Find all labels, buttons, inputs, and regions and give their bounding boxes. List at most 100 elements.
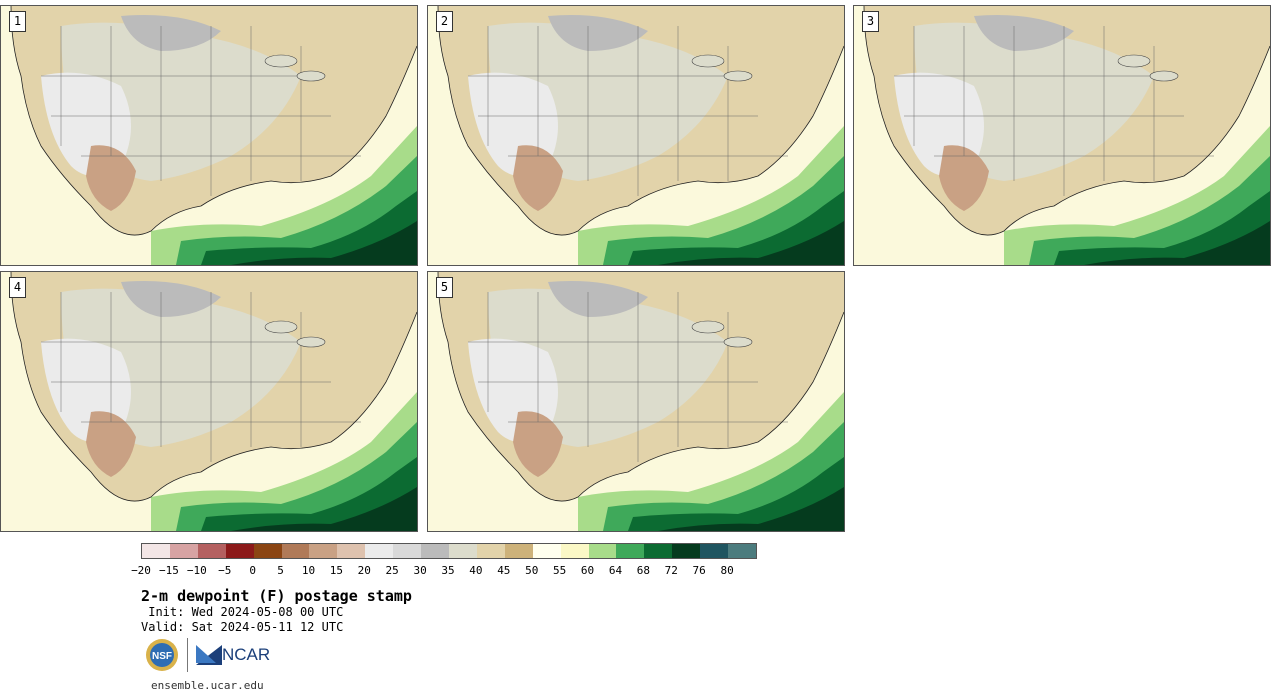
colorbar-swatch <box>365 544 394 558</box>
very-dry-area <box>86 411 136 477</box>
colorbar-swatch <box>560 544 589 558</box>
panel-number: 4 <box>9 277 26 298</box>
colorbar-swatch <box>281 544 310 558</box>
dry-area <box>121 281 221 317</box>
colorbar-tick-label: 64 <box>608 564 623 577</box>
great-lake <box>296 336 326 348</box>
colorbar-swatch <box>421 544 449 558</box>
moist-band <box>658 487 844 531</box>
very-dry-area <box>513 145 563 211</box>
colorbar-swatch <box>644 544 673 558</box>
ncar-mark-icon <box>196 645 222 665</box>
colorbar-tick-label: 55 <box>553 564 567 577</box>
colorbar-swatch <box>309 544 338 558</box>
colorbar-tick-label: 25 <box>385 564 399 577</box>
colorbar-tick-label: 80 <box>720 564 734 577</box>
colorbar-tick-label: 20 <box>357 564 371 577</box>
valid-time: Valid: Sat 2024-05-11 12 UTC <box>141 620 344 634</box>
colorbar-swatch <box>588 544 617 558</box>
dewpoint-map <box>1 6 417 265</box>
dry-area <box>548 281 648 317</box>
colorbar-tick-label: 72 <box>664 564 678 577</box>
colorbar-tick-label: 60 <box>580 564 595 577</box>
logo-divider <box>187 638 188 672</box>
colorbar-tick-label: 50 <box>525 564 539 577</box>
moist-band <box>231 487 417 531</box>
map-panel-4: 4 <box>0 271 418 532</box>
coastline <box>10 6 417 236</box>
chart-title: 2-m dewpoint (F) postage stamp <box>141 587 412 605</box>
ncar-text: NCAR <box>222 645 271 664</box>
colorbar-swatch <box>728 544 756 558</box>
colorbar-tick-label: 10 <box>301 564 316 577</box>
colorbar-swatch <box>253 544 282 558</box>
map-panel-5: 5 <box>427 271 845 532</box>
map-panel-1: 1 <box>0 5 418 266</box>
dry-area <box>548 15 648 51</box>
coastline <box>863 6 1270 236</box>
colorbar-tick-label: −20 <box>131 564 151 577</box>
init-time: Init: Wed 2024-05-08 00 UTC <box>141 605 344 619</box>
coastline <box>10 272 417 502</box>
great-lake <box>264 320 298 334</box>
dewpoint-map <box>428 272 844 531</box>
colorbar-swatch <box>225 544 254 558</box>
colorbar-tick-label: 35 <box>441 564 455 577</box>
great-lake <box>723 336 753 348</box>
colorbar-tick-label: −5 <box>218 564 232 577</box>
colorbar-tick-label: −10 <box>186 564 207 577</box>
colorbar-swatch <box>672 544 701 558</box>
very-dry-area <box>939 145 989 211</box>
colorbar-legend: −20 −15 −10 −5 0 5 10 15 20 25 30 35 40 45 50 55 60 64 68 7… <box>131 543 781 577</box>
very-dry-area <box>513 411 563 477</box>
moist-band <box>1054 191 1270 265</box>
colorbar-swatch <box>504 544 533 558</box>
colorbar-swatch <box>532 544 561 558</box>
great-lake <box>691 54 725 68</box>
colorbar-swatch <box>616 544 645 558</box>
great-lake <box>1149 70 1179 82</box>
dewpoint-map <box>1 272 417 531</box>
coastline <box>437 272 844 502</box>
moist-band <box>1084 221 1270 265</box>
colorbar-swatch <box>197 544 226 558</box>
colorbar-swatch <box>700 544 729 558</box>
moist-band <box>628 457 844 531</box>
colorbar <box>141 543 757 559</box>
coastline <box>437 6 844 236</box>
moist-band <box>201 191 417 265</box>
svg-text:NSF: NSF <box>152 651 172 662</box>
moist-band <box>658 221 844 265</box>
great-lake <box>723 70 753 82</box>
panel-number: 2 <box>436 11 453 32</box>
colorbar-tick-label: 0 <box>249 564 256 577</box>
great-lake <box>264 54 298 68</box>
dewpoint-map <box>854 6 1270 265</box>
map-panel-3: 3 <box>853 5 1271 266</box>
great-lake <box>691 320 725 334</box>
colorbar-swatch <box>448 544 477 558</box>
colorbar-tick-label: 15 <box>329 564 343 577</box>
dry-area <box>974 15 1074 51</box>
colorbar-tick-label: 30 <box>413 564 427 577</box>
colorbar-tick-label: 45 <box>497 564 511 577</box>
panel-number: 3 <box>862 11 879 32</box>
colorbar-swatch <box>142 544 170 558</box>
panel-number: 1 <box>9 11 26 32</box>
dewpoint-map <box>428 6 844 265</box>
colorbar-swatch <box>393 544 422 558</box>
very-dry-area <box>86 145 136 211</box>
ncar-logo: NCAR <box>196 645 270 665</box>
colorbar-tick-label: 68 <box>636 564 650 577</box>
map-panel-2: 2 <box>427 5 845 266</box>
moist-band <box>201 457 417 531</box>
colorbar-tick-label: 40 <box>469 564 483 577</box>
colorbar-swatch <box>476 544 505 558</box>
colorbar-swatch <box>169 544 198 558</box>
panel-number: 5 <box>436 277 453 298</box>
dry-area <box>121 15 221 51</box>
colorbar-swatch <box>337 544 366 558</box>
great-lake <box>1117 54 1151 68</box>
moist-band <box>628 191 844 265</box>
logos: NSF NCAR <box>145 638 270 672</box>
